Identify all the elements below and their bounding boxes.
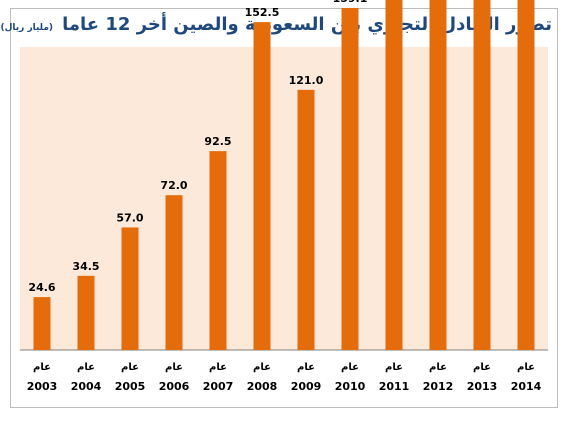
data-label-2009: 121.0 bbox=[289, 74, 324, 87]
category-prefix-2010: عام bbox=[341, 362, 359, 373]
bar-2012 bbox=[429, 0, 447, 350]
bar-2014 bbox=[517, 0, 535, 351]
data-label-2004: 34.5 bbox=[72, 260, 99, 273]
category-prefix-2013: عام bbox=[473, 362, 491, 373]
category-label-2009: 2009 bbox=[291, 380, 322, 393]
category-prefix-2003: عام bbox=[33, 362, 51, 373]
bar-2010 bbox=[341, 7, 359, 351]
category-prefix-2007: عام bbox=[209, 362, 227, 373]
data-label-2005: 57.0 bbox=[116, 211, 143, 224]
bar-2003 bbox=[33, 297, 51, 350]
bar-2007 bbox=[209, 151, 227, 350]
category-label-2003: 2003 bbox=[27, 380, 58, 393]
category-label-2014: 2014 bbox=[511, 380, 542, 393]
bar-2011 bbox=[385, 0, 403, 351]
data-label-2006: 72.0 bbox=[160, 179, 187, 192]
data-label-2003: 24.6 bbox=[28, 281, 55, 294]
category-label-2007: 2007 bbox=[203, 380, 234, 393]
bar-2006 bbox=[165, 195, 183, 350]
category-label-2012: 2012 bbox=[423, 380, 454, 393]
bar-2009 bbox=[297, 89, 315, 350]
bar-2008 bbox=[253, 22, 271, 350]
data-label-2010: 159.1 bbox=[333, 0, 368, 5]
category-prefix-2011: عام bbox=[385, 362, 403, 373]
category-prefix-2005: عام bbox=[121, 362, 139, 373]
bar-2013 bbox=[473, 0, 491, 350]
category-label-2004: 2004 bbox=[71, 380, 102, 393]
plot-area bbox=[20, 47, 548, 350]
category-prefix-2009: عام bbox=[297, 362, 315, 373]
category-label-2006: 2006 bbox=[159, 380, 190, 393]
chart-title: تطور التبادل التجاري بين السعودية والصين… bbox=[62, 14, 552, 35]
data-label-2007: 92.5 bbox=[204, 135, 231, 148]
category-prefix-2004: عام bbox=[77, 362, 95, 373]
category-label-2008: 2008 bbox=[247, 380, 278, 393]
data-label-2008: 152.5 bbox=[245, 6, 280, 19]
category-label-2005: 2005 bbox=[115, 380, 146, 393]
bar-2004 bbox=[77, 275, 95, 350]
category-prefix-2012: عام bbox=[429, 362, 447, 373]
category-label-2010: 2010 bbox=[335, 380, 366, 393]
category-label-2013: 2013 bbox=[467, 380, 498, 393]
category-prefix-2008: عام bbox=[253, 362, 271, 373]
bar-2005 bbox=[121, 227, 139, 350]
category-prefix-2006: عام bbox=[165, 362, 183, 373]
category-prefix-2014: عام bbox=[517, 362, 535, 373]
category-label-2011: 2011 bbox=[379, 380, 410, 393]
chart-subtitle: (مليار ريال) bbox=[0, 23, 54, 33]
chart-title-area: تطور التبادل التجاري بين السعودية والصين… bbox=[0, 14, 552, 44]
